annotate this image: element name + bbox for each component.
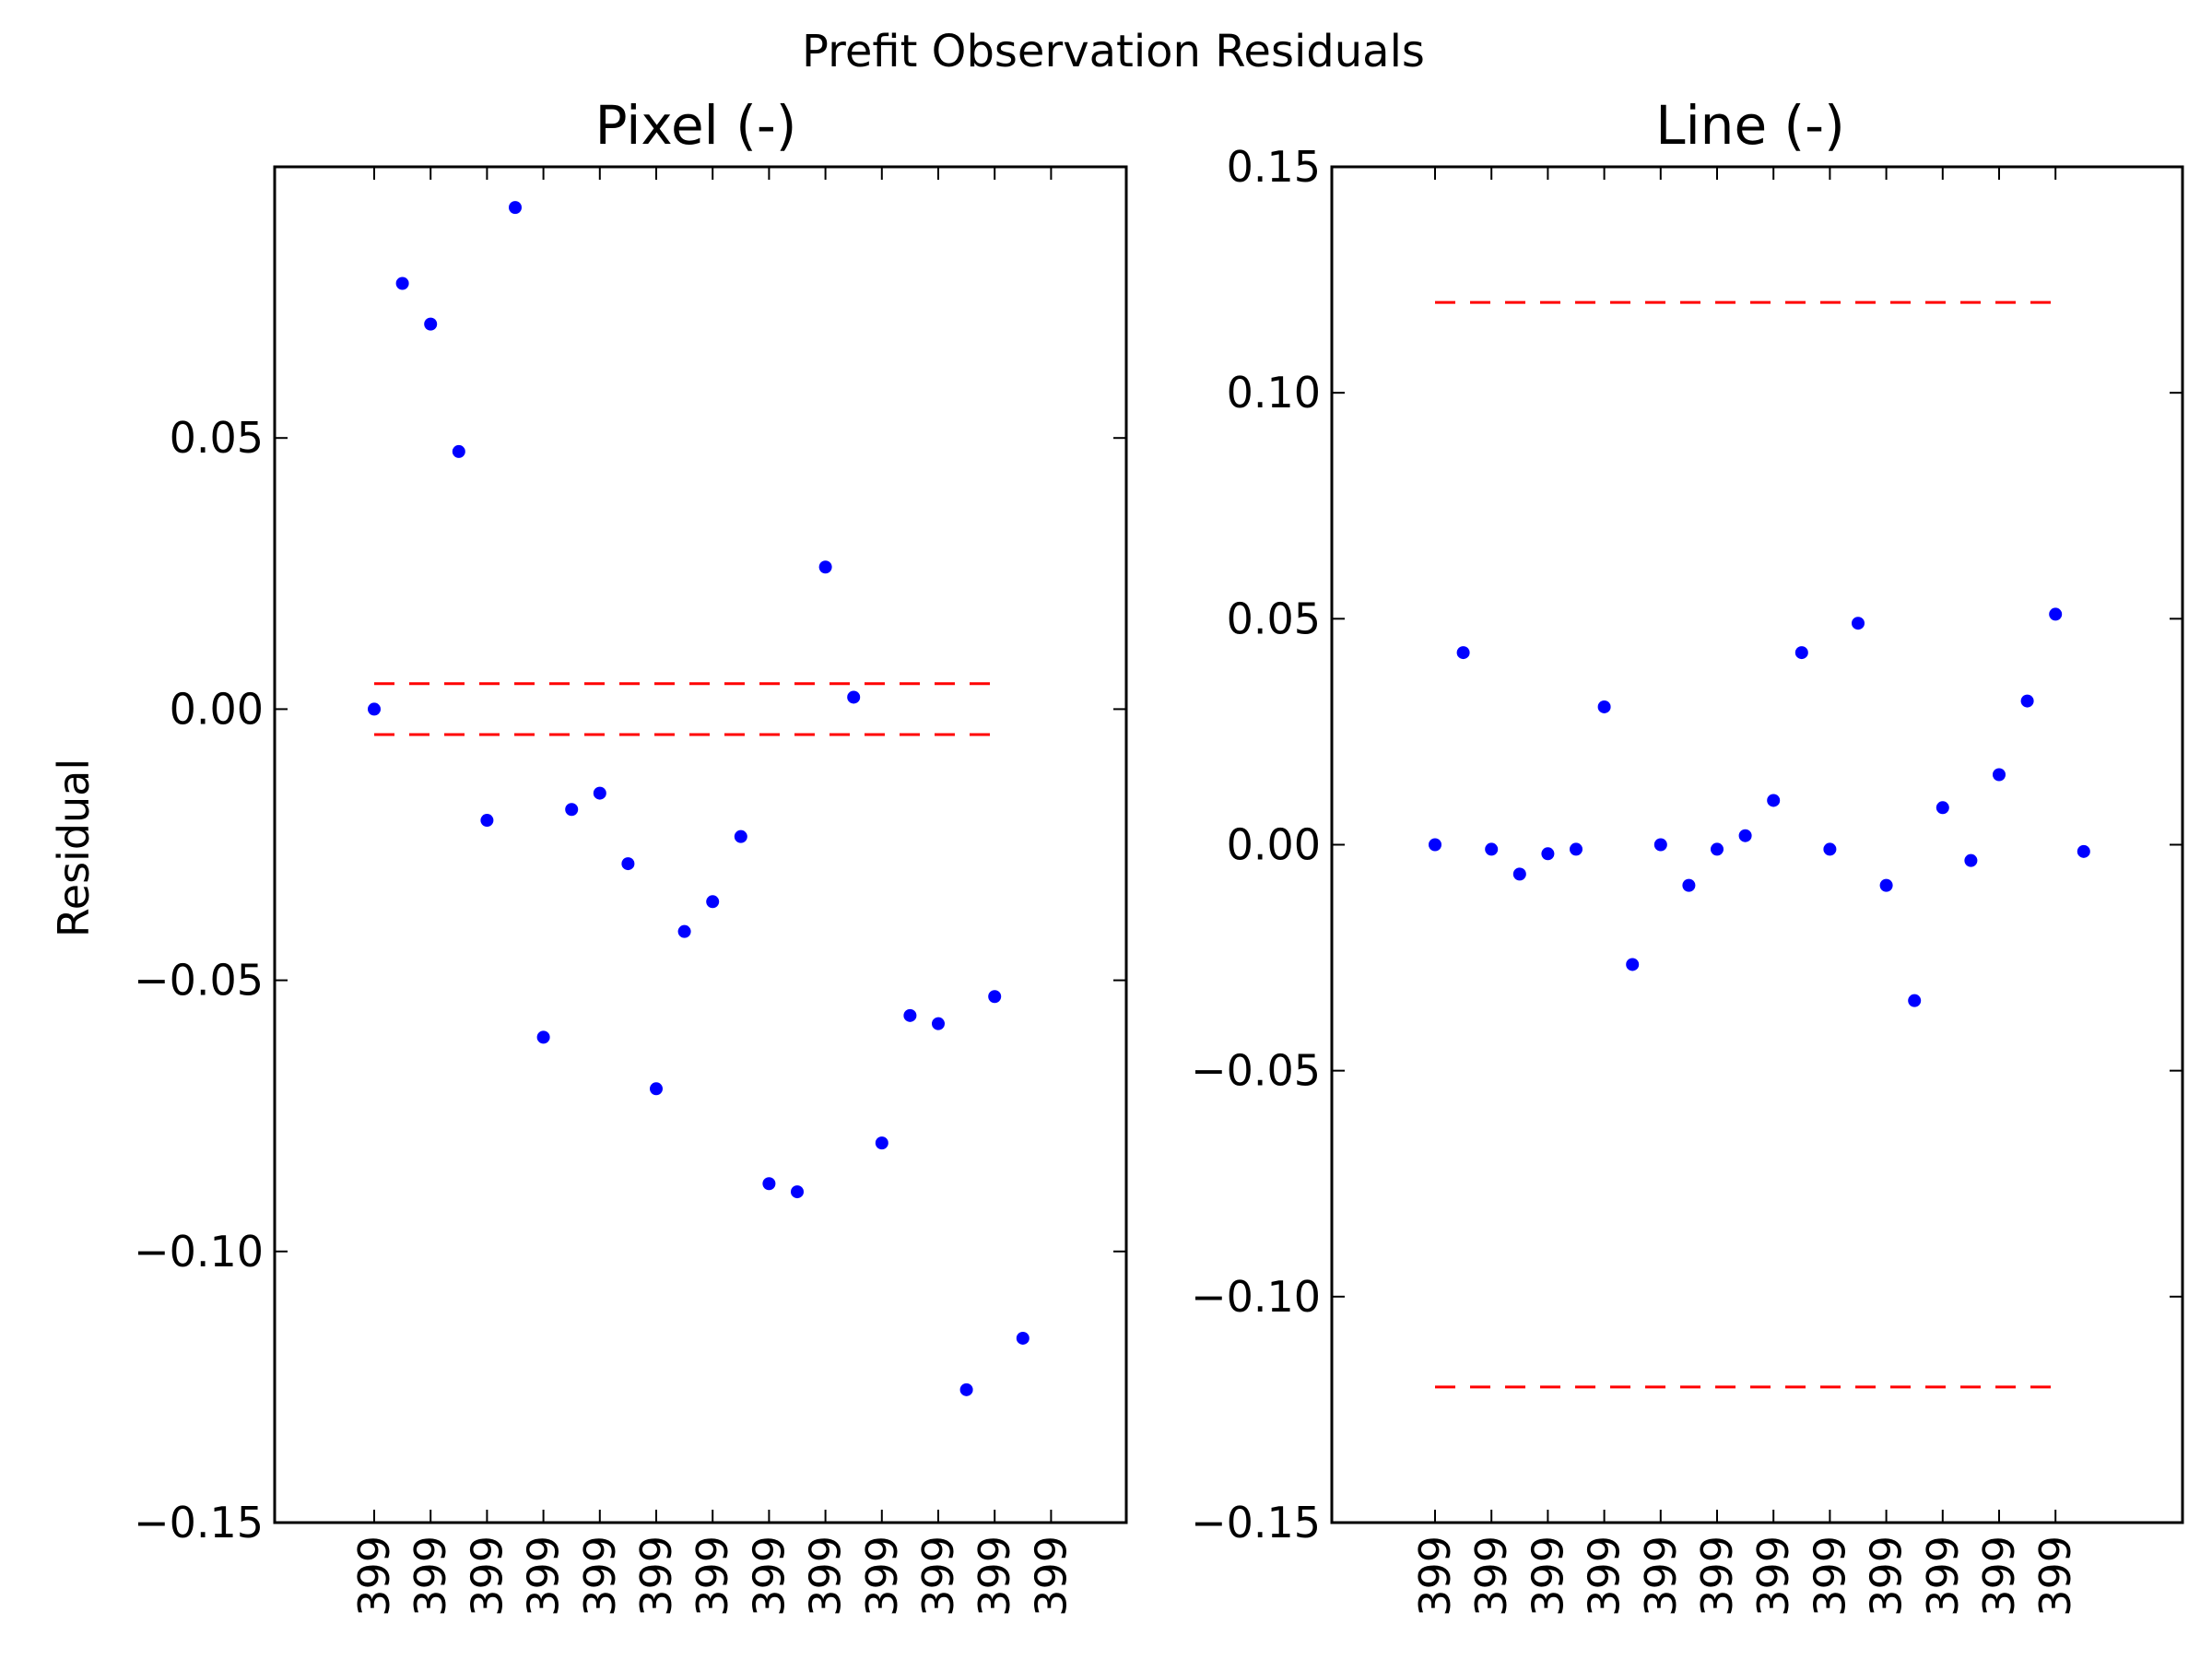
- line-residual-point: [1626, 958, 1640, 971]
- pixel-xtick-label: 399: [631, 1535, 681, 1617]
- pixel-xtick-label: 399: [970, 1535, 1019, 1617]
- pixel-residual-point: [818, 560, 832, 574]
- line-residual-point: [2049, 607, 2063, 621]
- pixel-residual-point: [621, 857, 635, 871]
- line-residual-point: [1429, 838, 1441, 852]
- line-xtick-label: 399: [1862, 1535, 1912, 1617]
- pixel-residual-point: [452, 444, 465, 458]
- line-xtick-label: 399: [1805, 1535, 1854, 1617]
- line-residual-point: [1852, 617, 1865, 630]
- line-ytick-label: 0.00: [1227, 820, 1321, 870]
- line-residual-point: [1794, 646, 1808, 660]
- pixel-residual-point: [424, 317, 438, 331]
- line-xtick-label: 399: [2030, 1535, 2080, 1617]
- figure-title: Prefit Observation Residuals: [802, 26, 1425, 77]
- pixel-residual-point: [875, 1136, 888, 1150]
- line-panel-title: Line (-): [1655, 94, 1845, 157]
- pixel-residual-point: [593, 786, 606, 800]
- pixel-residual-point: [650, 1082, 663, 1096]
- line-residual-point: [1936, 801, 1949, 815]
- pixel-xtick-label: 399: [462, 1535, 512, 1617]
- line-residual-point: [1456, 646, 1470, 660]
- pixel-residual-point: [762, 1177, 776, 1191]
- line-residual-point: [1485, 842, 1499, 856]
- pixel-residual-point: [791, 1185, 804, 1199]
- line-xtick-label: 399: [1580, 1535, 1630, 1617]
- line-residual-point: [1653, 838, 1667, 852]
- line-xtick-label: 399: [1410, 1535, 1460, 1617]
- line-residual-point: [2077, 844, 2090, 858]
- line-xtick-label: 399: [1748, 1535, 1798, 1617]
- pixel-residual-point: [509, 201, 522, 215]
- line-xtick-label: 399: [1692, 1535, 1742, 1617]
- pixel-xtick-label: 399: [857, 1535, 907, 1617]
- line-xtick-label: 399: [1523, 1535, 1572, 1617]
- line-xtick-label: 399: [1918, 1535, 1968, 1617]
- pixel-residual-point: [677, 924, 691, 938]
- line-ytick-label: −0.10: [1191, 1272, 1321, 1322]
- line-residual-point: [1823, 842, 1837, 856]
- pixel-xtick-label: 399: [575, 1535, 625, 1617]
- line-residual-point: [1879, 878, 1893, 892]
- pixel-xtick-label: 399: [406, 1535, 455, 1617]
- line-residual-point: [1570, 842, 1583, 856]
- pixel-residual-point: [734, 830, 747, 843]
- line-xtick-label: 399: [1974, 1535, 2024, 1617]
- pixel-xtick-label: 399: [519, 1535, 569, 1617]
- pixel-xtick-label: 399: [349, 1535, 399, 1617]
- pixel-axes-frame: [273, 165, 1128, 1524]
- line-residual-point: [1738, 829, 1752, 842]
- line-residual-point: [1541, 847, 1555, 861]
- pixel-residual-point: [536, 1030, 550, 1044]
- pixel-residual-point: [368, 702, 381, 716]
- line-ytick-label: −0.15: [1191, 1498, 1321, 1547]
- pixel-residual-point: [932, 1017, 945, 1030]
- pixel-xtick-label: 399: [688, 1535, 737, 1617]
- line-ytick-label: 0.15: [1227, 142, 1321, 192]
- line-ytick-label: 0.10: [1227, 368, 1321, 418]
- line-residual-point: [1964, 853, 1978, 867]
- pixel-residual-point: [847, 690, 861, 704]
- pixel-xtick-label: 399: [744, 1535, 794, 1617]
- line-residual-point: [1767, 794, 1781, 807]
- line-residual-point: [1711, 842, 1724, 856]
- line-residual-panel: Line (-) 0.15 0.10 0.05 0.00 −0.05 −0.10 −0.15…: [1191, 94, 2184, 1617]
- pixel-xtick-label: 399: [1026, 1535, 1076, 1617]
- pixel-residual-point: [480, 814, 494, 828]
- pixel-xtick-label: 399: [801, 1535, 851, 1617]
- pixel-ytick-label: −0.15: [134, 1498, 264, 1547]
- line-residual-point: [2020, 694, 2034, 708]
- pixel-residual-point: [903, 1008, 917, 1022]
- pixel-residual-point: [565, 803, 579, 817]
- line-residual-point: [1908, 994, 1922, 1007]
- line-xtick-label: 399: [1466, 1535, 1516, 1617]
- line-residual-point: [1512, 867, 1526, 881]
- pixel-ytick-label: 0.05: [170, 413, 264, 463]
- line-residual-point: [1597, 700, 1611, 713]
- pixel-ytick-label: −0.10: [134, 1227, 264, 1277]
- y-axis-label: Residual: [49, 759, 99, 937]
- pixel-ytick-label: 0.00: [170, 684, 264, 734]
- pixel-panel-title: Pixel (-): [595, 94, 797, 157]
- pixel-residual-point: [959, 1382, 973, 1396]
- line-ytick-label: −0.05: [1191, 1046, 1321, 1096]
- line-ytick-label: 0.05: [1227, 594, 1321, 643]
- pixel-residual-point: [988, 990, 1002, 1004]
- pixel-residual-point: [1016, 1331, 1030, 1345]
- pixel-xtick-label: 399: [913, 1535, 963, 1617]
- pixel-ytick-label: −0.05: [134, 956, 264, 1006]
- pixel-residual-point: [706, 895, 720, 909]
- line-xtick-label: 399: [1636, 1535, 1686, 1617]
- line-residual-point: [1682, 878, 1696, 892]
- line-residual-point: [1993, 768, 2006, 782]
- pixel-residual-point: [395, 276, 409, 290]
